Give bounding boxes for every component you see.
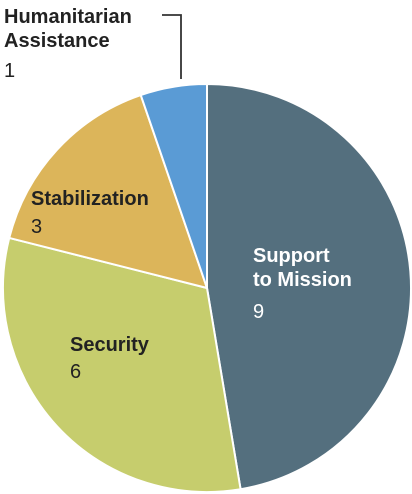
pie-slices (2, 83, 412, 494)
pie-slice-support-to-mission (206, 83, 412, 491)
label-humanitarian-assistance-name: Humanitarian Assistance (4, 6, 137, 52)
label-security-name: Security (70, 334, 150, 356)
pie-slice-stabilization (8, 94, 208, 289)
callout-line-humanitarian-assistance (162, 14, 182, 79)
label-humanitarian-line2: Assistance (4, 30, 110, 52)
label-humanitarian-line1: Humanitarian (4, 6, 132, 28)
pie-slice-humanitarian-assistance (139, 83, 208, 289)
pie-slice-security (2, 236, 242, 494)
label-support-to-mission-name: Support to Mission (253, 245, 352, 291)
label-stabilization-value: 3 (31, 216, 42, 238)
label-stabilization-name: Stabilization (31, 188, 149, 210)
label-support-to-mission-line1: Support (253, 245, 330, 267)
label-support-to-mission-value: 9 (253, 301, 264, 323)
pie-labels: Support to Mission 9 Security 6 Stabiliz… (4, 6, 352, 383)
label-security-value: 6 (70, 361, 81, 383)
label-humanitarian-assistance-value: 1 (4, 60, 15, 82)
label-support-to-mission-line2: to Mission (253, 269, 352, 291)
